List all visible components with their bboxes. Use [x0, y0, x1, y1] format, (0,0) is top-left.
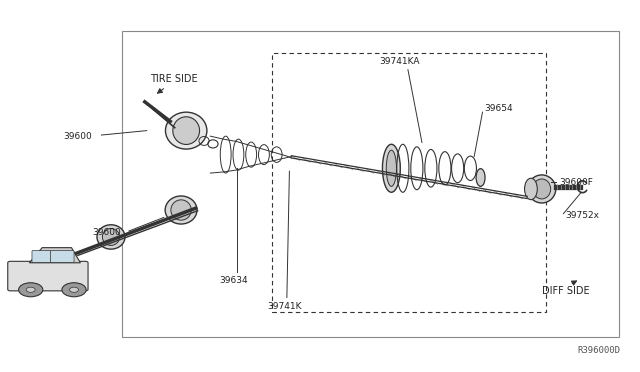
Ellipse shape [166, 112, 207, 149]
FancyBboxPatch shape [51, 251, 74, 262]
Polygon shape [29, 248, 81, 263]
Ellipse shape [533, 179, 550, 199]
Ellipse shape [528, 175, 556, 203]
Bar [272, 53, 546, 311]
Ellipse shape [383, 144, 400, 192]
Ellipse shape [97, 225, 125, 249]
Text: 39600: 39600 [64, 132, 93, 141]
Circle shape [62, 283, 86, 297]
Ellipse shape [171, 200, 191, 220]
Text: DIFF SIDE: DIFF SIDE [541, 286, 589, 296]
Text: 39654: 39654 [484, 104, 513, 113]
Ellipse shape [165, 196, 197, 224]
Text: 39600F: 39600F [559, 178, 593, 187]
Circle shape [26, 287, 35, 292]
Circle shape [70, 287, 79, 292]
Text: TIRE SIDE: TIRE SIDE [150, 74, 197, 84]
Text: 39600: 39600 [92, 228, 121, 237]
Text: 39741KA: 39741KA [380, 57, 420, 66]
Circle shape [19, 283, 43, 297]
Ellipse shape [476, 169, 485, 186]
Text: 39741K: 39741K [268, 302, 302, 311]
Text: 39752x: 39752x [565, 211, 599, 220]
Ellipse shape [173, 117, 200, 144]
Bar [122, 31, 620, 337]
FancyBboxPatch shape [8, 261, 88, 291]
Ellipse shape [387, 150, 396, 186]
Text: R396000D: R396000D [578, 346, 621, 355]
FancyBboxPatch shape [32, 251, 51, 262]
Text: 39634: 39634 [220, 276, 248, 285]
Ellipse shape [102, 228, 120, 246]
Ellipse shape [525, 178, 538, 200]
